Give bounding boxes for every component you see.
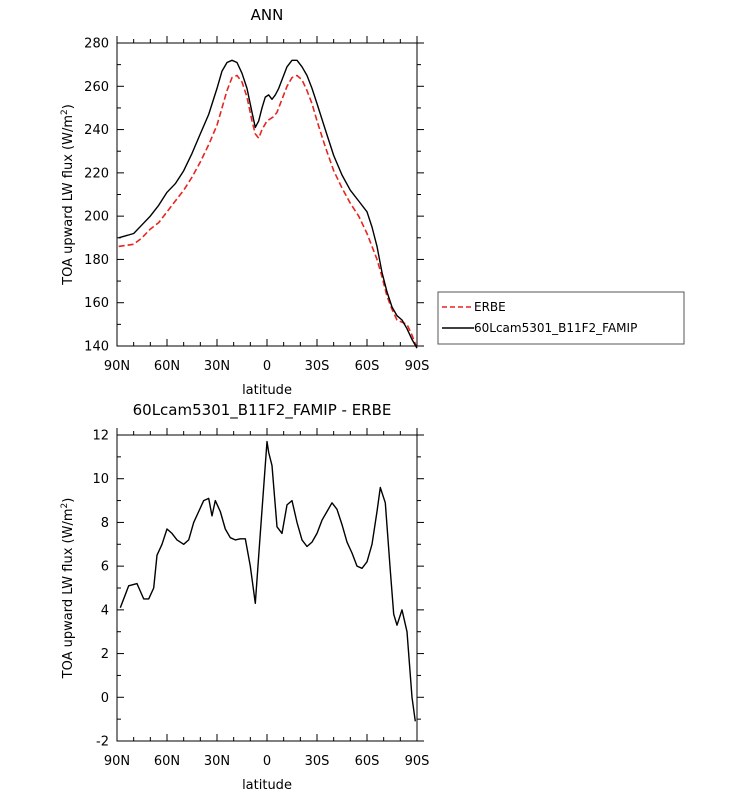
y-tick-label: 260 (84, 80, 109, 95)
x-tick-label: 30N (204, 754, 230, 769)
x-tick-label: 60S (355, 359, 380, 374)
major-ticks (116, 36, 424, 347)
y-tick-label: 4 (101, 603, 109, 618)
x-tick-label: 60S (355, 754, 380, 769)
y-axis-label-close: ) (61, 104, 76, 109)
y-axis-label-text: TOA upward LW flux (W/m (61, 508, 76, 679)
x-tick-labels: 90N 60N 30N 0 30S 60S 90S (104, 359, 430, 374)
x-tick-label: 90N (104, 359, 130, 374)
legend-label-erbe: ERBE (474, 300, 506, 314)
x-axis-label: latitude (242, 383, 292, 398)
y-axis-label: TOA upward LW flux (W/m2) (60, 104, 76, 286)
legend-label-model: 60Lcam5301_B11F2_FAMIP (474, 321, 637, 335)
y-tick-label: 160 (84, 296, 109, 311)
x-tick-label: 30S (305, 754, 330, 769)
chart-annual-flux: ANN 140 160 180 200 220 240 260 280 90N 60N 30N 0 3… (60, 6, 685, 398)
x-tick-label: 0 (263, 754, 271, 769)
y-tick-label: 200 (84, 210, 109, 225)
plot-frame (116, 434, 418, 742)
chart-difference: 60Lcam5301_B11F2_FAMIP - ERBE -2 0 2 4 6 8 10 1… (60, 401, 429, 793)
chart-title: 60Lcam5301_B11F2_FAMIP - ERBE (133, 401, 392, 420)
x-tick-label: 90S (405, 359, 430, 374)
x-tick-label: 30N (204, 359, 230, 374)
x-axis-label: latitude (242, 778, 292, 793)
y-axis-label: TOA upward LW flux (W/m2) (60, 498, 76, 680)
y-tick-label: 12 (92, 429, 109, 444)
y-axis-label-close: ) (61, 498, 76, 503)
series-lines (119, 440, 416, 722)
y-tick-label: 280 (84, 37, 109, 52)
minor-ticks (117, 39, 421, 346)
y-tick-label: 10 (92, 472, 109, 487)
y-tick-label: 240 (84, 123, 109, 138)
y-axis-label-text: TOA upward LW flux (W/m (61, 115, 76, 286)
y-axis-label-superscript: 2 (60, 503, 70, 509)
x-tick-labels: 90N 60N 30N 0 30S 60S 90S (104, 754, 430, 769)
x-tick-label: 30S (305, 359, 330, 374)
x-tick-label: 60N (154, 359, 180, 374)
x-tick-label: 90S (405, 754, 430, 769)
y-tick-label: 6 (101, 560, 109, 575)
y-tick-label: 180 (84, 253, 109, 268)
series-line-model (119, 440, 416, 722)
major-ticks (116, 428, 424, 742)
chart-title: ANN (251, 6, 284, 24)
legend: ERBE 60Lcam5301_B11F2_FAMIP (437, 291, 685, 345)
legend-box (437, 291, 685, 345)
x-tick-label: 60N (154, 754, 180, 769)
y-tick-label: 0 (101, 691, 109, 706)
y-tick-labels: -2 0 2 4 6 8 10 12 (92, 429, 109, 750)
x-tick-label: 0 (263, 359, 271, 374)
y-tick-label: 140 (84, 340, 109, 355)
series-lines (118, 59, 418, 349)
y-tick-label: 2 (101, 647, 109, 662)
y-tick-label: 8 (101, 516, 109, 531)
y-tick-labels: 140 160 180 200 220 240 260 280 (84, 37, 109, 355)
y-tick-label: -2 (96, 735, 109, 750)
y-axis-label-superscript: 2 (60, 109, 70, 115)
series-line-erbe (118, 74, 418, 349)
x-tick-label: 90N (104, 754, 130, 769)
minor-ticks (117, 431, 421, 741)
series-line-model (118, 59, 418, 349)
y-tick-label: 220 (84, 166, 109, 181)
plot-frame (116, 42, 418, 347)
